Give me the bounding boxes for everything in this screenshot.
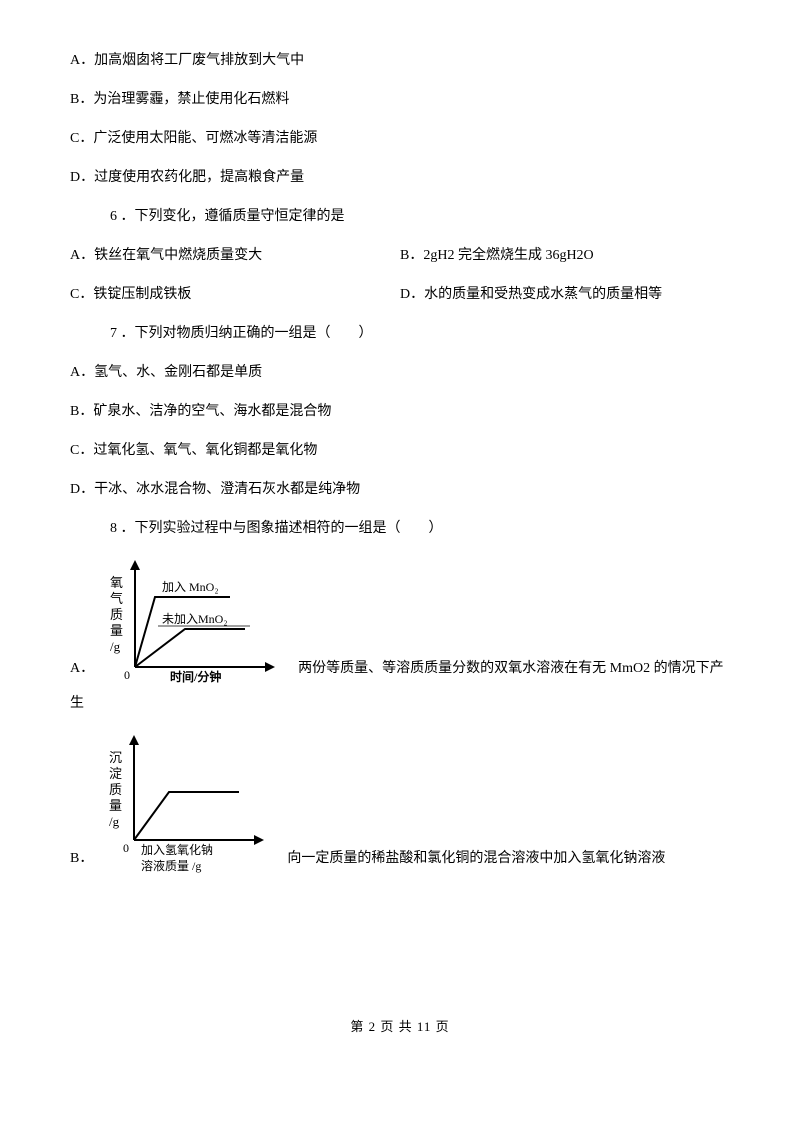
chartA-ylabel-2: 气: [110, 591, 123, 606]
chartA-ylabel-1: 氧: [110, 575, 123, 590]
chartB-yunit: /g: [109, 814, 120, 829]
chartA-line2: [135, 629, 245, 667]
chartA-line1-label: 加入 MnO₂: [162, 580, 219, 594]
q7-option-a: A．氢气、水、金刚石都是单质: [70, 362, 730, 383]
chartB-ylabel-1: 沉: [109, 750, 122, 765]
q8-b-caption: 向一定质量的稀盐酸和氯化铜的混合溶液中加入氢氧化钠溶液: [287, 848, 665, 869]
chartB-line: [134, 792, 239, 840]
q6-option-d: D．水的质量和受热变成水蒸气的质量相等: [400, 284, 730, 305]
q5-option-d: D．过度使用农药化肥，提高粮食产量: [70, 167, 730, 188]
q7-option-c: C．过氧化氢、氧气、氧化铜都是氧化物: [70, 440, 730, 461]
q7-option-b: B．矿泉水、洁净的空气、海水都是混合物: [70, 401, 730, 422]
chart-b: 沉 淀 质 量 /g 0 加入氢氧化钠 溶液质量 /g: [99, 732, 269, 877]
chartA-ylabel-4: 量: [110, 623, 123, 638]
chartA-ylabel-3: 质: [110, 607, 123, 622]
q5-option-c: C．广泛使用太阳能、可燃冰等清洁能源: [70, 128, 730, 149]
q8-option-a-row: A． 氧 气 质 量 /g 0 时间/分钟 加入 MnO₂: [70, 557, 730, 687]
q7-option-d: D．干冰、冰水混合物、澄清石灰水都是纯净物: [70, 479, 730, 500]
q7-stem: 7 ．下列对物质归纳正确的一组是（ ）: [70, 323, 730, 344]
q5-option-b: B．为治理雾霾，禁止使用化石燃料: [70, 89, 730, 110]
chartB-xlabel1: 加入氢氧化钠: [141, 842, 213, 857]
page-content: A．加高烟囱将工厂废气排放到大气中 B．为治理雾霾，禁止使用化石燃料 C．广泛使…: [0, 0, 800, 1077]
chartB-xlabel2: 溶液质量 /g: [141, 858, 201, 873]
q8-a-caption: 两份等质量、等溶质质量分数的双氧水溶液在有无 MmO2 的情况下产: [298, 658, 723, 679]
q6-stem: 6 ．下列变化，遵循质量守恒定律的是: [70, 206, 730, 227]
q6-row2: C．铁锭压制成铁板 D．水的质量和受热变成水蒸气的质量相等: [70, 284, 730, 305]
q6-option-c: C．铁锭压制成铁板: [70, 284, 400, 305]
chartA-line2-label: 未加入MnO₂: [162, 612, 228, 626]
chartA-origin: 0: [124, 668, 130, 682]
page-footer: 第 2 页 共 11 页: [70, 1017, 730, 1037]
q8-stem: 8 ．下列实验过程中与图象描述相符的一组是（ ）: [70, 518, 730, 539]
q8-a-label: A．: [70, 658, 94, 679]
chart-a: 氧 气 质 量 /g 0 时间/分钟 加入 MnO₂ 未加入MnO₂: [100, 557, 280, 687]
chartB-ylabel-2: 淀: [109, 766, 122, 781]
chartA-xlabel: 时间/分钟: [170, 669, 221, 684]
q6-row1: A．铁丝在氧气中燃烧质量变大 B．2gH2 完全燃烧生成 36gH2O: [70, 245, 730, 266]
q8-option-b-row: B． 沉 淀 质 量 /g 0 加入氢氧化钠 溶液质量 /g 向一定质量的稀盐: [70, 732, 730, 877]
q6-option-b: B．2gH2 完全燃烧生成 36gH2O: [400, 245, 730, 266]
q6-option-a: A．铁丝在氧气中燃烧质量变大: [70, 245, 400, 266]
chartB-ylabel-3: 质: [109, 782, 122, 797]
chartA-yunit: /g: [110, 639, 121, 654]
q5-option-a: A．加高烟囱将工厂废气排放到大气中: [70, 50, 730, 71]
chartB-origin: 0: [123, 841, 129, 855]
chartB-ylabel-4: 量: [109, 798, 122, 813]
q8-b-label: B．: [70, 848, 93, 869]
q8-a-continuation: 生: [70, 693, 730, 714]
